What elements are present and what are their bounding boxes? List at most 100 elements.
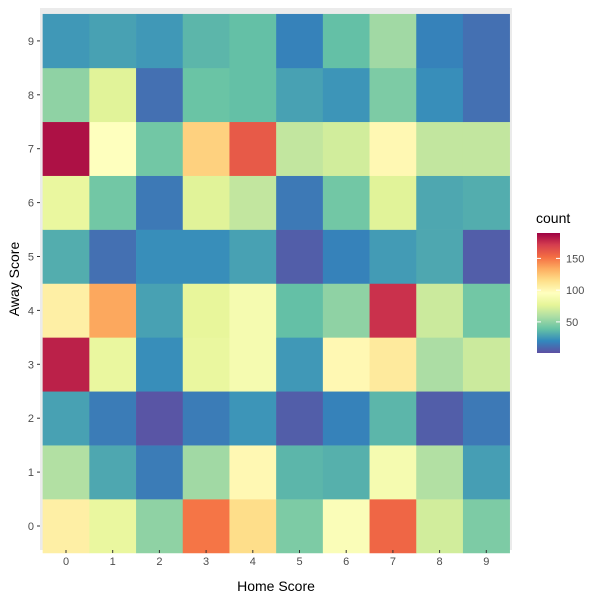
- heatmap-tile: [462, 121, 510, 176]
- heatmap-tile: [322, 283, 370, 338]
- y-tick-label: 9: [28, 36, 34, 48]
- y-axis-label: Away Score: [6, 242, 22, 317]
- heatmap-tile: [229, 175, 277, 230]
- heatmap-tile: [182, 337, 230, 392]
- heatmap-tile: [322, 121, 370, 176]
- heatmap-tile: [369, 499, 417, 554]
- heatmap-tile: [369, 13, 417, 69]
- y-tick-label: 3: [28, 359, 34, 371]
- x-axis-label: Home Score: [237, 578, 315, 594]
- heatmap-tile: [416, 229, 464, 284]
- heatmap-tile: [42, 391, 90, 446]
- heatmap-tile: [136, 13, 184, 69]
- y-tick-label: 8: [28, 90, 34, 102]
- heatmap-tile: [42, 499, 90, 554]
- heatmap-tile: [136, 499, 184, 554]
- x-tick-label: 4: [250, 556, 256, 568]
- heatmap-tile: [369, 121, 417, 176]
- x-tick-label: 5: [296, 556, 302, 568]
- heatmap-tile: [322, 175, 370, 230]
- heatmap-tile: [89, 391, 137, 446]
- legend-title: count: [536, 210, 570, 226]
- heatmap-tile: [42, 175, 90, 230]
- heatmap-tile: [416, 445, 464, 500]
- heatmap-tile: [229, 283, 277, 338]
- heatmap-tile: [462, 67, 510, 123]
- heatmap-tile: [89, 499, 137, 554]
- heatmap-tile: [136, 121, 184, 176]
- heatmap-tile: [136, 391, 184, 446]
- heatmap-tile: [462, 13, 510, 69]
- heatmap-tile: [182, 67, 230, 123]
- heatmap-tile: [276, 445, 324, 500]
- x-tick-label: 7: [390, 556, 396, 568]
- heatmap-tile: [276, 499, 324, 554]
- heatmap-tile: [462, 499, 510, 554]
- heatmap-tile: [182, 13, 230, 69]
- heatmap-tile: [136, 337, 184, 392]
- heatmap-tile: [322, 229, 370, 284]
- heatmap-tile: [276, 67, 324, 123]
- x-tick-label: 9: [483, 556, 489, 568]
- heatmap-tile: [369, 391, 417, 446]
- heatmap-tile: [89, 283, 137, 338]
- heatmap-tile: [89, 121, 137, 176]
- heatmap-tile: [322, 337, 370, 392]
- heatmap-tile: [276, 337, 324, 392]
- heatmap-tile: [416, 283, 464, 338]
- heatmap-tile: [416, 391, 464, 446]
- heatmap-tile: [229, 13, 277, 69]
- heatmap-tile: [89, 175, 137, 230]
- y-tick-label: 2: [28, 413, 34, 425]
- heatmap-tile: [182, 229, 230, 284]
- heatmap-tile: [369, 283, 417, 338]
- y-tick-label: 4: [28, 305, 34, 317]
- heatmap-tile: [229, 121, 277, 176]
- heatmap-tile: [416, 337, 464, 392]
- y-tick-label: 5: [28, 252, 34, 264]
- heatmap-tile: [229, 499, 277, 554]
- heatmap-tile: [462, 391, 510, 446]
- x-tick-label: 2: [156, 556, 162, 568]
- x-tick-label: 6: [343, 556, 349, 568]
- heatmap-tile: [462, 229, 510, 284]
- heatmap-tile: [322, 67, 370, 123]
- heatmap-tile: [89, 229, 137, 284]
- heatmap-tile: [369, 337, 417, 392]
- heatmap-tile: [322, 13, 370, 69]
- heatmap-tile: [369, 229, 417, 284]
- heatmap-tile: [416, 121, 464, 176]
- heatmap-tile: [462, 337, 510, 392]
- heatmap-tile: [229, 337, 277, 392]
- heatmap-tile: [136, 67, 184, 123]
- heatmap-tile: [276, 121, 324, 176]
- x-tick-label: 8: [437, 556, 443, 568]
- legend-tick-label: 50: [566, 317, 578, 329]
- heatmap-tile: [276, 283, 324, 338]
- heatmap-tile: [136, 175, 184, 230]
- heatmap-tile: [136, 229, 184, 284]
- heatmap-tile: [276, 13, 324, 69]
- heatmap-tile: [89, 337, 137, 392]
- legend-colorbar: [537, 233, 560, 353]
- heatmap-tile: [42, 67, 90, 123]
- heatmap-tile: [369, 445, 417, 500]
- heatmap-tile: [42, 337, 90, 392]
- heatmap-tile: [416, 175, 464, 230]
- heatmap-tile: [42, 445, 90, 500]
- heatmap-tile: [182, 445, 230, 500]
- heatmap-tile: [182, 499, 230, 554]
- heatmap-tile: [182, 283, 230, 338]
- heatmap-tile: [276, 391, 324, 446]
- x-tick-label: 0: [63, 556, 69, 568]
- heatmap-tile: [416, 67, 464, 123]
- heatmap-tile: [462, 283, 510, 338]
- heatmap-tile: [369, 175, 417, 230]
- heatmap-tile: [462, 175, 510, 230]
- heatmap-tile: [322, 391, 370, 446]
- heatmap-tile: [42, 229, 90, 284]
- y-tick-label: 6: [28, 198, 34, 210]
- heatmap-tile: [182, 391, 230, 446]
